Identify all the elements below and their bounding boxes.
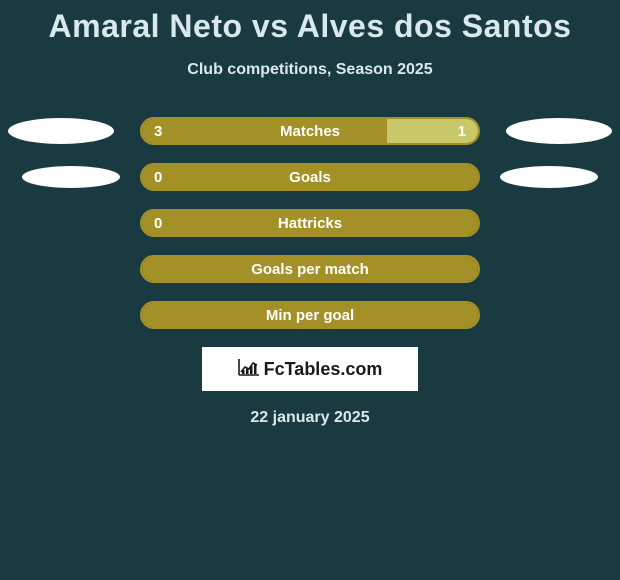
page-subtitle: Club competitions, Season 2025 <box>0 61 620 79</box>
stat-value-left: 0 <box>154 215 162 232</box>
stats-area: 3 1 Matches 0 Goals 0 Hattricks Goals per match… <box>0 117 620 329</box>
logo: FcTables.com <box>238 358 383 381</box>
player-left-marker <box>8 118 114 144</box>
date-label: 22 january 2025 <box>0 409 620 427</box>
stat-bar: Goals per match <box>140 255 480 283</box>
player-right-marker <box>500 166 598 188</box>
stat-row: 3 1 Matches <box>0 117 620 145</box>
page-title: Amaral Neto vs Alves dos Santos <box>0 8 620 45</box>
stat-value-left: 0 <box>154 169 162 186</box>
stat-label: Hattricks <box>278 215 342 232</box>
stat-bar: Min per goal <box>140 301 480 329</box>
player-right-marker <box>506 118 612 144</box>
stat-label: Matches <box>280 123 340 140</box>
stat-row: 0 Hattricks <box>0 209 620 237</box>
player-left-marker <box>22 166 120 188</box>
stat-value-right: 1 <box>458 123 466 140</box>
stat-bar: 3 1 Matches <box>140 117 480 145</box>
logo-text: FcTables.com <box>264 359 383 380</box>
stat-row: 0 Goals <box>0 163 620 191</box>
bar-fill-left <box>142 119 387 143</box>
comparison-infographic: Amaral Neto vs Alves dos Santos Club com… <box>0 0 620 427</box>
stat-value-left: 3 <box>154 123 162 140</box>
logo-box: FcTables.com <box>202 347 418 391</box>
stat-bar: 0 Goals <box>140 163 480 191</box>
stat-label: Goals per match <box>251 261 369 278</box>
stat-row: Goals per match <box>0 255 620 283</box>
stat-label: Min per goal <box>266 307 354 324</box>
stat-row: Min per goal <box>0 301 620 329</box>
chart-icon <box>238 358 260 381</box>
stat-label: Goals <box>289 169 331 186</box>
stat-bar: 0 Hattricks <box>140 209 480 237</box>
